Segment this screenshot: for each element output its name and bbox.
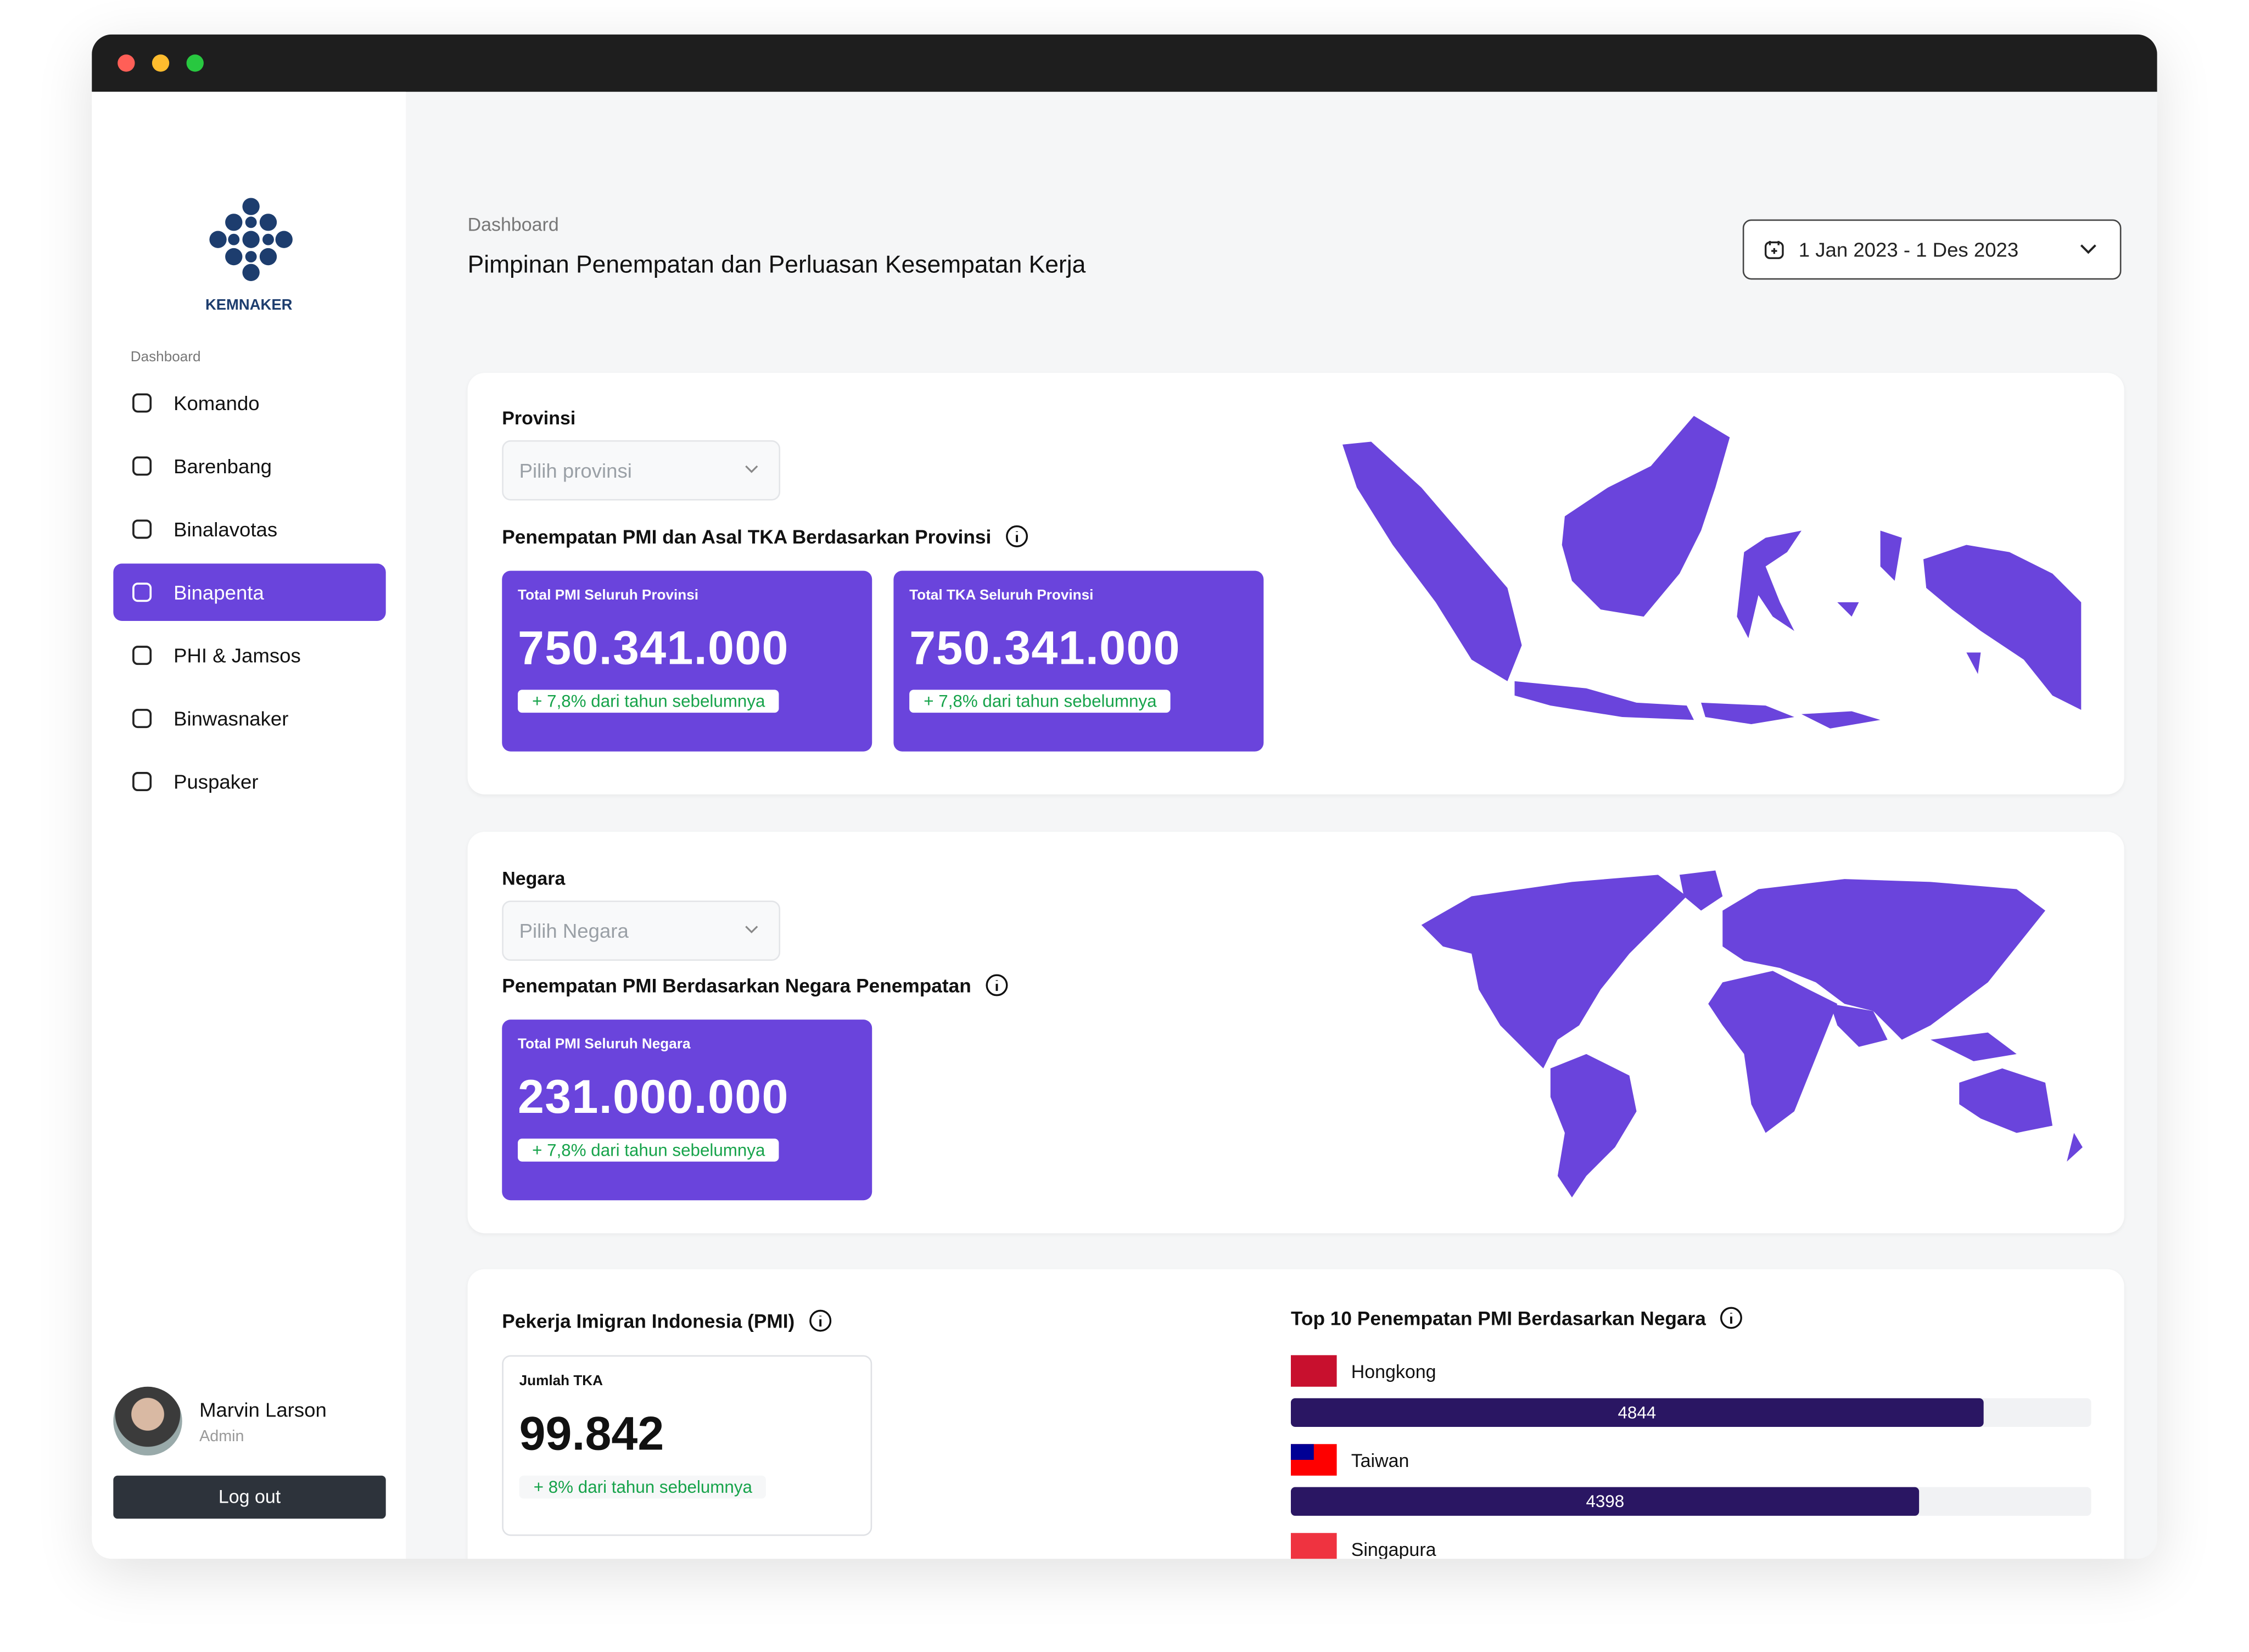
stat-value: 99.842	[519, 1407, 664, 1460]
menu-icon	[132, 519, 152, 539]
browser-window: KEMNAKER Dashboard Komando Barenbang Binal…	[92, 34, 2157, 1559]
stat-label: Total TKA Seluruh Provinsi	[909, 587, 1094, 604]
menu-label: Puspaker	[174, 770, 259, 793]
chevron	[745, 465, 758, 473]
stat-card: Total PMI Seluruh Negara 231.000.000 + 7,8…	[502, 1020, 872, 1201]
world-map	[1421, 870, 2083, 1198]
top10-list: Hongkong 4844 Taiwan 4398 Singapura	[1290, 1355, 2091, 1559]
bar	[1290, 1398, 1983, 1427]
flag	[1290, 1533, 1337, 1559]
title-text: Top 10 Penempatan PMI Berdasarkan Negara	[1290, 1307, 1706, 1329]
avatar	[113, 1386, 182, 1456]
user-role: Admin	[199, 1428, 244, 1446]
breadcrumb: Dashboard	[467, 214, 559, 236]
menu-item[interactable]: Binalavotas	[113, 501, 385, 558]
chevron	[745, 926, 758, 934]
user-name: Marvin Larson	[199, 1398, 327, 1421]
max-dot[interactable]	[186, 54, 204, 72]
stat-label: Total PMI Seluruh Provinsi	[518, 587, 699, 604]
bar-label: 4844	[1618, 1402, 1657, 1423]
menu-icon	[132, 393, 152, 413]
menu-item[interactable]: Barenbang	[113, 438, 385, 495]
menu-label: Binapenta	[174, 580, 264, 604]
menu-icon	[132, 646, 152, 665]
country-name: Singapura	[1351, 1538, 1436, 1559]
menu-item[interactable]: Komando	[113, 374, 385, 432]
flag	[1290, 1355, 1337, 1387]
stat-change: + 7,8% dari tahun sebelumnya	[518, 690, 780, 713]
menu-icon	[132, 456, 152, 476]
info-icon[interactable]	[1720, 1307, 1743, 1330]
section-title: Penempatan PMI dan Asal TKA Berdasarkan …	[502, 525, 1028, 548]
pmi-card: Pekerja Imigran Indonesia (PMI) Jumlah T…	[467, 1269, 2124, 1559]
info-icon[interactable]	[986, 974, 1009, 997]
stat-value: 231.000.000	[518, 1069, 789, 1123]
sidebar: KEMNAKER Dashboard Komando Barenbang Binal…	[92, 92, 406, 1559]
menu-item[interactable]: Binwasnaker	[113, 690, 385, 747]
stat-change: + 7,8% dari tahun sebelumnya	[909, 690, 1171, 713]
menu-icon	[132, 709, 152, 729]
logout-button[interactable]: Log out	[113, 1475, 386, 1519]
province-card: Provinsi Pilih provinsi Penempatan PMI d…	[467, 373, 2124, 795]
menu-icon	[132, 583, 152, 602]
menu-label: Binwasnaker	[174, 707, 289, 730]
country-card: Negara Pilih Negara Penempatan PMI Berda…	[467, 831, 2124, 1234]
title-text: Pekerja Imigran Indonesia (PMI)	[502, 1310, 795, 1332]
stat-change: + 7,8% dari tahun sebelumnya	[518, 1138, 780, 1162]
title-bar	[92, 34, 2157, 92]
stat-card: Total TKA Seluruh Provinsi 750.341.000 + 7…	[893, 570, 1264, 752]
menu-label: Barenbang	[174, 455, 272, 478]
date-range: 1 Jan 2023 - 1 Des 2023	[1798, 238, 2019, 261]
stat-label: Total PMI Seluruh Negara	[518, 1037, 691, 1053]
stat-value: 750.341.000	[909, 620, 1181, 674]
stat-value: 750.341.000	[518, 620, 789, 674]
country-name: Taiwan	[1351, 1449, 1409, 1471]
info-icon[interactable]	[1005, 525, 1028, 548]
menu-icon	[132, 772, 152, 792]
info-icon[interactable]	[809, 1309, 832, 1332]
page-title: Pimpinan Penempatan dan Perluasan Kesemp…	[467, 251, 1086, 278]
bar-track: 4844	[1290, 1398, 2091, 1427]
stat-label: Jumlah TKA	[519, 1374, 603, 1390]
bar-label: 4398	[1586, 1491, 1625, 1512]
flag	[1290, 1444, 1337, 1476]
chevron	[2080, 244, 2096, 254]
placeholder: Pilih Negara	[519, 919, 629, 943]
province-select[interactable]: Pilih provinsi	[502, 440, 781, 501]
bar	[1290, 1487, 1920, 1516]
indonesia-map	[1342, 416, 2082, 729]
bar-track: 4398	[1290, 1487, 2091, 1516]
close-dot[interactable]	[118, 54, 135, 72]
menu-label: Komando	[174, 391, 260, 415]
stat-card: Total PMI Seluruh Provinsi 750.341.000 + 7…	[502, 570, 872, 752]
section-title: Pekerja Imigran Indonesia (PMI)	[502, 1309, 832, 1332]
title-text: Penempatan PMI dan Asal TKA Berdasarkan …	[502, 525, 992, 547]
section-title: Top 10 Penempatan PMI Berdasarkan Negara	[1291, 1307, 1743, 1330]
placeholder: Pilih provinsi	[519, 458, 632, 482]
logo-icon	[209, 198, 293, 281]
section-label: Dashboard	[130, 350, 201, 366]
calendar-icon	[1764, 240, 1784, 259]
menu-item[interactable]: PHI & Jamsos	[113, 626, 385, 684]
title-text: Penempatan PMI Berdasarkan Negara Penemp…	[502, 974, 971, 996]
menu-item[interactable]: Puspaker	[113, 753, 385, 810]
menu-label: PHI & Jamsos	[174, 643, 301, 667]
stat-change: + 8% dari tahun sebelumnya	[519, 1475, 767, 1499]
min-dot[interactable]	[152, 54, 170, 72]
menu-item[interactable]: Binapenta	[113, 563, 386, 621]
section-title: Penempatan PMI Berdasarkan Negara Penemp…	[502, 974, 1008, 997]
country-name: Hongkong	[1351, 1360, 1436, 1382]
field-label: Provinsi	[502, 407, 576, 429]
stat-card: Jumlah TKA 99.842 + 8% dari tahun sebelu…	[502, 1355, 872, 1536]
field-label: Negara	[502, 867, 566, 889]
date-picker[interactable]: 1 Jan 2023 - 1 Des 2023	[1742, 219, 2122, 280]
country-select[interactable]: Pilih Negara	[502, 900, 781, 961]
flag-canton	[1290, 1444, 1314, 1460]
menu-label: Binalavotas	[174, 517, 278, 541]
logo-text: KEMNAKER	[205, 296, 293, 315]
